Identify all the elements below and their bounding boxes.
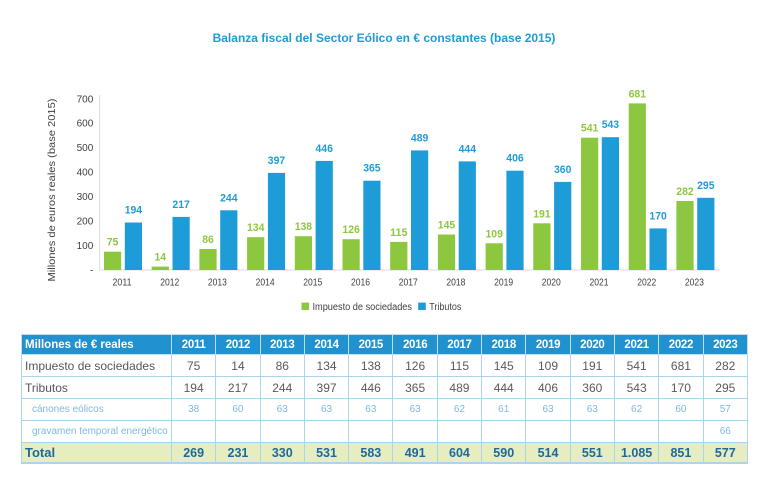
svg-text:600: 600 (77, 119, 94, 130)
svg-text:2020: 2020 (542, 277, 561, 289)
svg-text:2021: 2021 (590, 277, 609, 289)
svg-text:2017: 2017 (399, 277, 418, 289)
svg-text:126: 126 (342, 224, 359, 236)
svg-text:295: 295 (697, 180, 714, 192)
svg-text:Tributos: Tributos (429, 302, 461, 313)
svg-text:543: 543 (602, 119, 619, 131)
svg-text:400: 400 (77, 168, 94, 179)
svg-text:2014: 2014 (256, 277, 275, 289)
svg-text:2022: 2022 (637, 277, 656, 289)
svg-text:541: 541 (581, 123, 598, 135)
svg-text:397: 397 (268, 155, 285, 167)
svg-text:244: 244 (220, 192, 238, 204)
svg-text:2019: 2019 (494, 277, 513, 289)
svg-text:2023: 2023 (685, 277, 704, 289)
svg-text:700: 700 (77, 94, 94, 105)
svg-text:500: 500 (77, 143, 94, 154)
svg-text:191: 191 (533, 208, 550, 220)
svg-text:Millones de euros reales (base: Millones de euros reales (base 2015) (46, 99, 58, 282)
svg-text:138: 138 (295, 221, 312, 233)
svg-text:115: 115 (390, 227, 407, 239)
svg-text:360: 360 (554, 164, 571, 176)
svg-text:145: 145 (438, 220, 455, 232)
svg-text:300: 300 (77, 192, 94, 203)
svg-text:-: - (90, 266, 93, 277)
svg-text:14: 14 (155, 252, 167, 264)
svg-text:446: 446 (316, 143, 333, 155)
svg-text:217: 217 (172, 199, 189, 211)
svg-text:170: 170 (649, 210, 666, 222)
svg-text:489: 489 (411, 132, 428, 144)
svg-text:109: 109 (486, 228, 503, 240)
svg-text:406: 406 (506, 153, 523, 165)
svg-text:75: 75 (107, 237, 119, 249)
svg-text:200: 200 (77, 217, 94, 228)
svg-text:282: 282 (676, 186, 693, 198)
svg-text:2011: 2011 (113, 277, 132, 289)
svg-text:681: 681 (629, 88, 646, 100)
svg-text:134: 134 (247, 222, 265, 234)
svg-text:2012: 2012 (160, 277, 179, 289)
svg-text:100: 100 (77, 241, 94, 252)
svg-text:2015: 2015 (303, 277, 322, 289)
svg-text:444: 444 (459, 143, 477, 155)
svg-text:2018: 2018 (446, 277, 465, 289)
svg-text:194: 194 (125, 205, 143, 217)
svg-text:2016: 2016 (351, 277, 370, 289)
svg-text:Impuesto de sociedades: Impuesto de sociedades (313, 302, 413, 313)
svg-text:2013: 2013 (208, 277, 227, 289)
svg-text:86: 86 (202, 234, 214, 246)
svg-text:365: 365 (363, 163, 380, 175)
